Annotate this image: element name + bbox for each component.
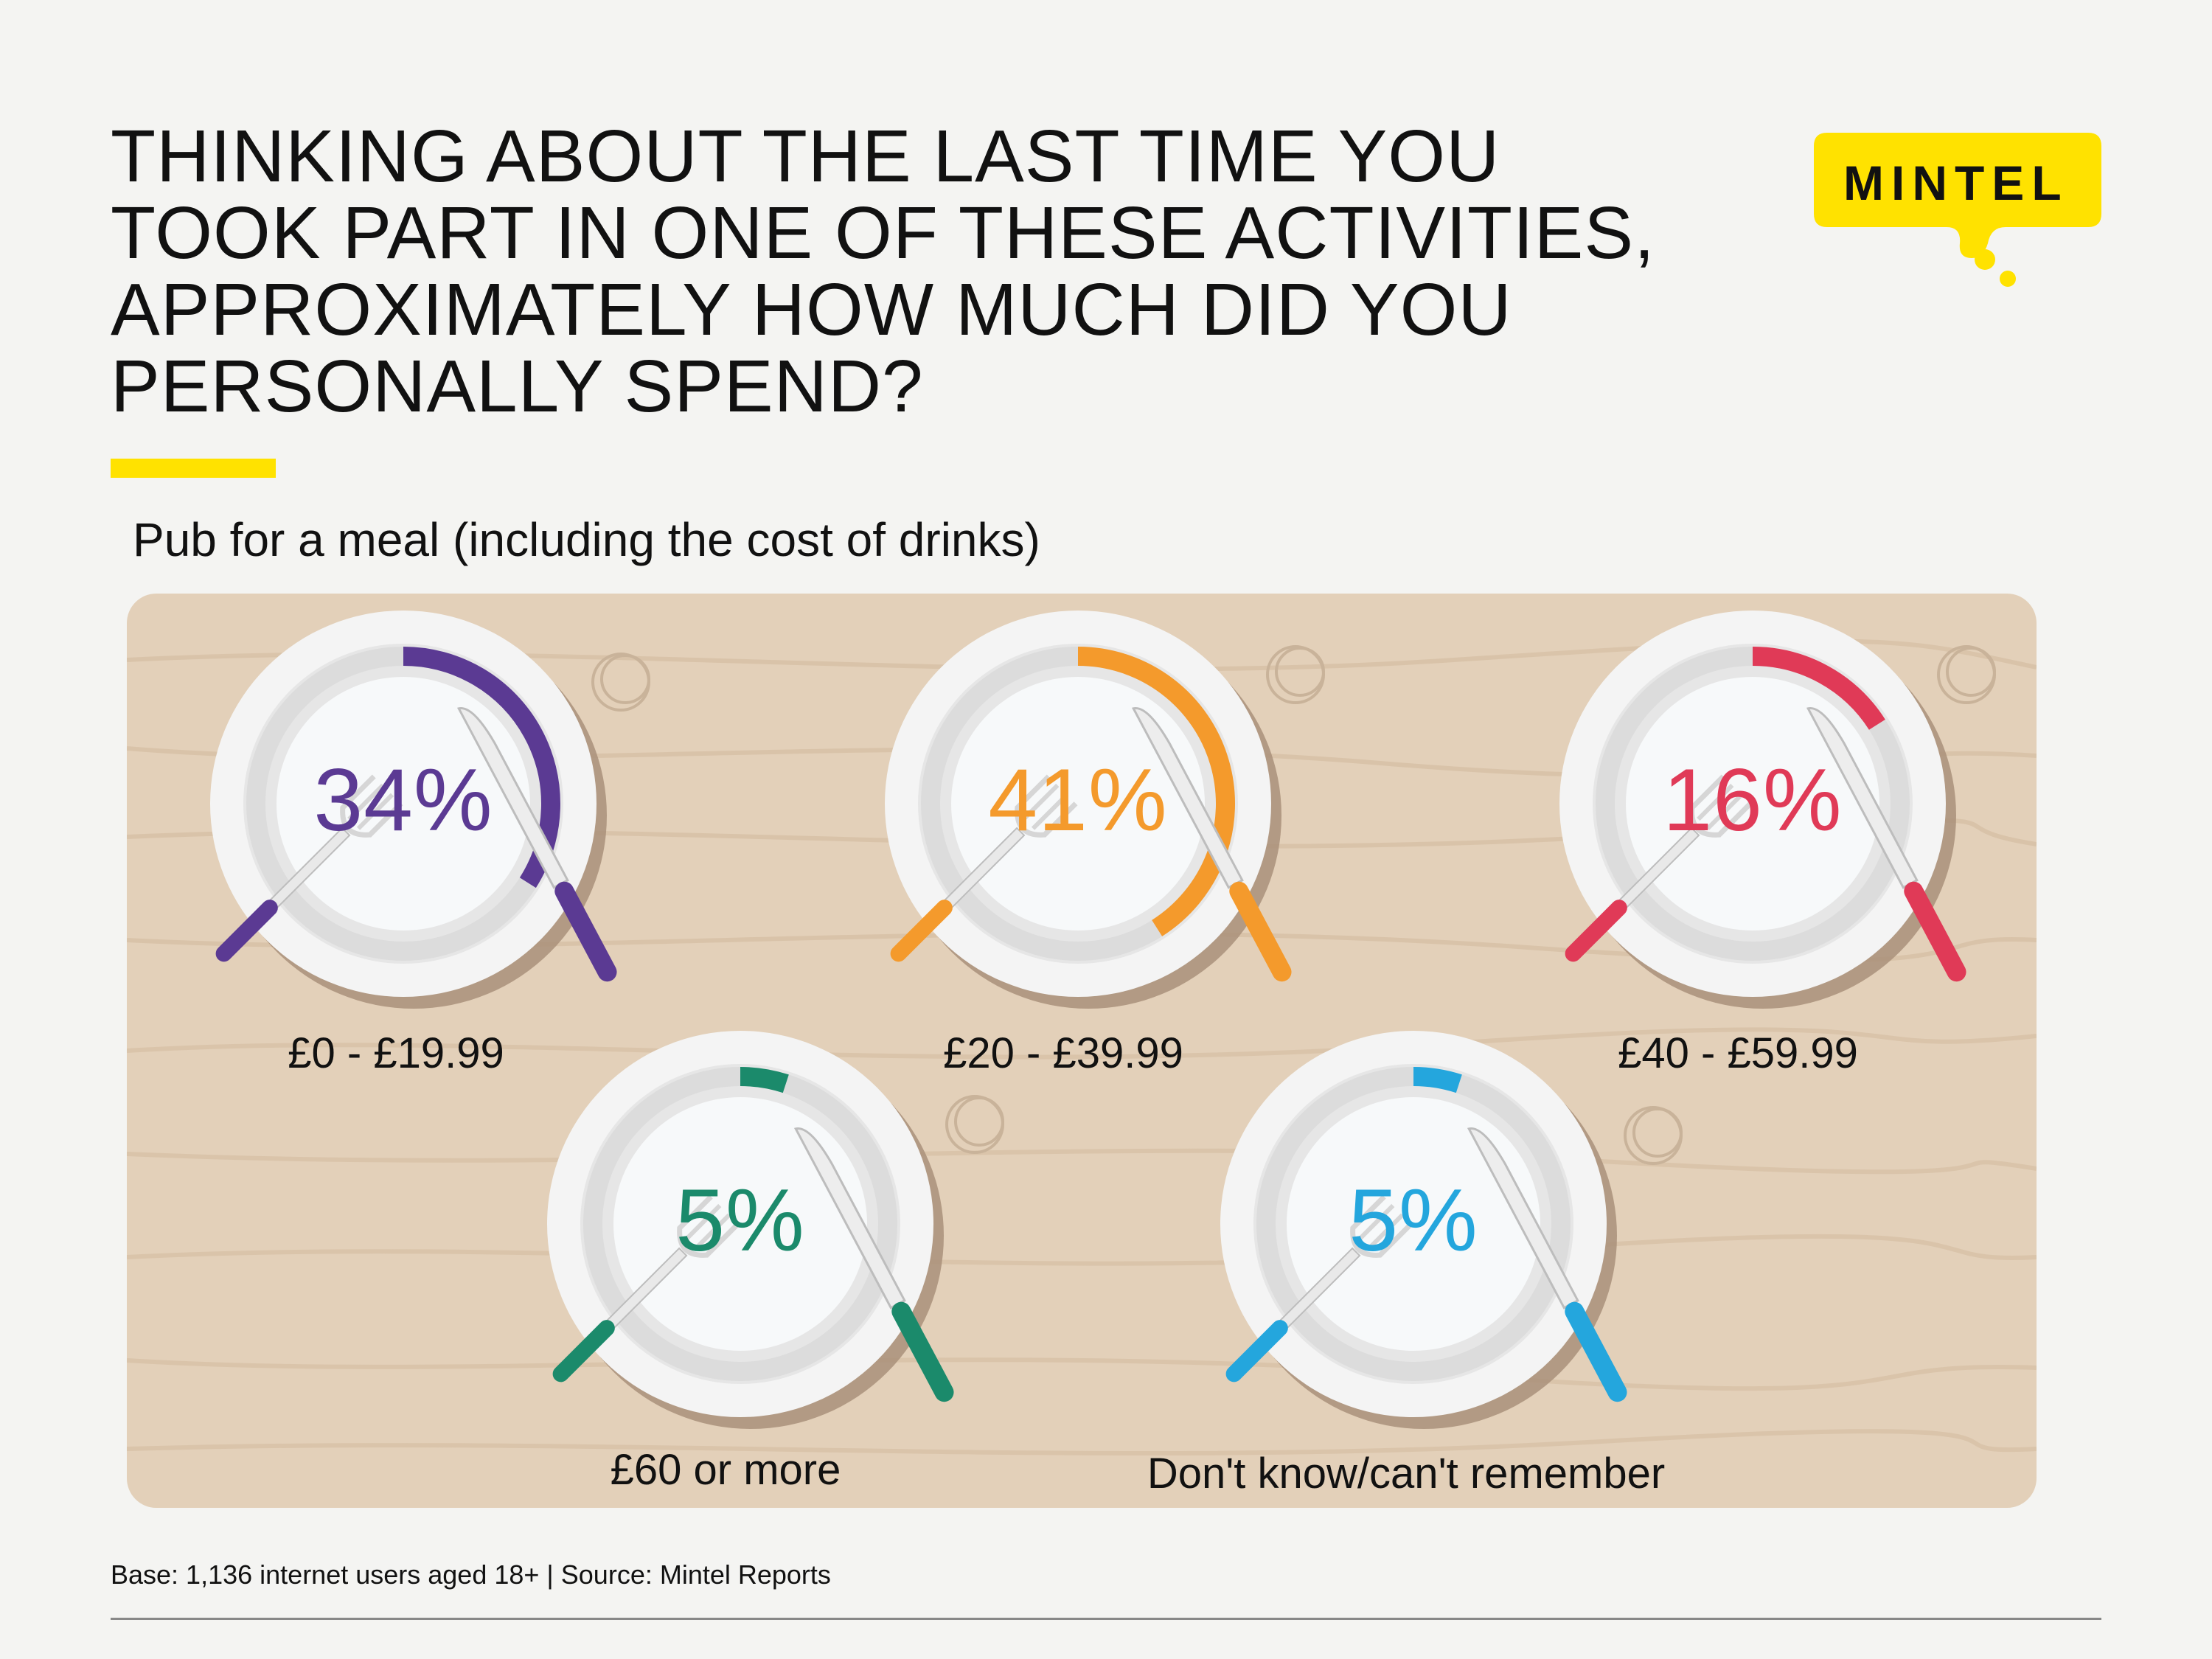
fork-icon <box>215 774 403 962</box>
knife-icon <box>1467 1127 1627 1402</box>
title-line-1: THINKING ABOUT THE LAST TIME YOU <box>111 115 1500 198</box>
knife-icon <box>1131 707 1292 982</box>
wooden-table <box>127 594 2037 1508</box>
pct-label-1: 34% <box>313 751 493 849</box>
mintel-logo: MINTEL <box>1814 133 2101 288</box>
chart-subtitle: Pub for a meal (including the cost of dr… <box>133 513 1040 566</box>
plate-2 <box>885 611 1292 1009</box>
plate-3 <box>1559 611 1966 1009</box>
pct-label-3: 16% <box>1663 751 1843 849</box>
category-label-3: £40 - £59.99 <box>1618 1029 1858 1077</box>
donut-arc-2 <box>1077 647 1235 936</box>
category-label-1: £0 - £19.99 <box>288 1029 504 1077</box>
page-title: THINKING ABOUT THE LAST TIME YOU TOOK PA… <box>111 118 1696 425</box>
pct-label-4: 5% <box>675 1171 805 1270</box>
knife-icon <box>793 1127 954 1402</box>
donut-arc-3 <box>1752 647 1885 730</box>
plate-center <box>613 1097 867 1351</box>
glass-rings <box>591 645 1996 1165</box>
fork-icon <box>890 774 1078 962</box>
logo-text: MINTEL <box>1843 156 2069 210</box>
pct-label-2: 41% <box>988 751 1168 849</box>
plate-center <box>1626 677 1879 931</box>
bottom-rule <box>111 1618 2101 1620</box>
category-label-5: Don't know/can't remember <box>1147 1450 1666 1498</box>
footnote: Base: 1,136 internet users aged 18+ | So… <box>111 1559 831 1590</box>
donut-arc-4 <box>740 1067 789 1093</box>
knife-icon <box>1806 707 1966 982</box>
category-label-4: £60 or more <box>610 1446 841 1494</box>
plate-1 <box>210 611 617 1009</box>
accent-bar <box>111 459 276 478</box>
title-line-4: PERSONALLY SPEND? <box>111 345 924 428</box>
fork-icon <box>1565 774 1753 962</box>
plate-center <box>951 677 1205 931</box>
donut-arc-5 <box>1413 1067 1462 1093</box>
title-line-2: TOOK PART IN ONE OF THESE ACTIVITIES, <box>111 192 1655 274</box>
plate-center <box>1287 1097 1540 1351</box>
fork-icon <box>1225 1194 1413 1382</box>
plate-center <box>276 677 530 931</box>
logo-shape-icon <box>1814 133 2101 287</box>
plate-4 <box>547 1031 954 1429</box>
title-line-3: APPROXIMATELY HOW MUCH DID YOU <box>111 268 1512 351</box>
pct-label-5: 5% <box>1349 1171 1478 1270</box>
knife-icon <box>456 707 617 982</box>
fork-icon <box>552 1194 740 1382</box>
plate-5 <box>1220 1031 1627 1429</box>
category-label-2: £20 - £39.99 <box>943 1029 1183 1077</box>
